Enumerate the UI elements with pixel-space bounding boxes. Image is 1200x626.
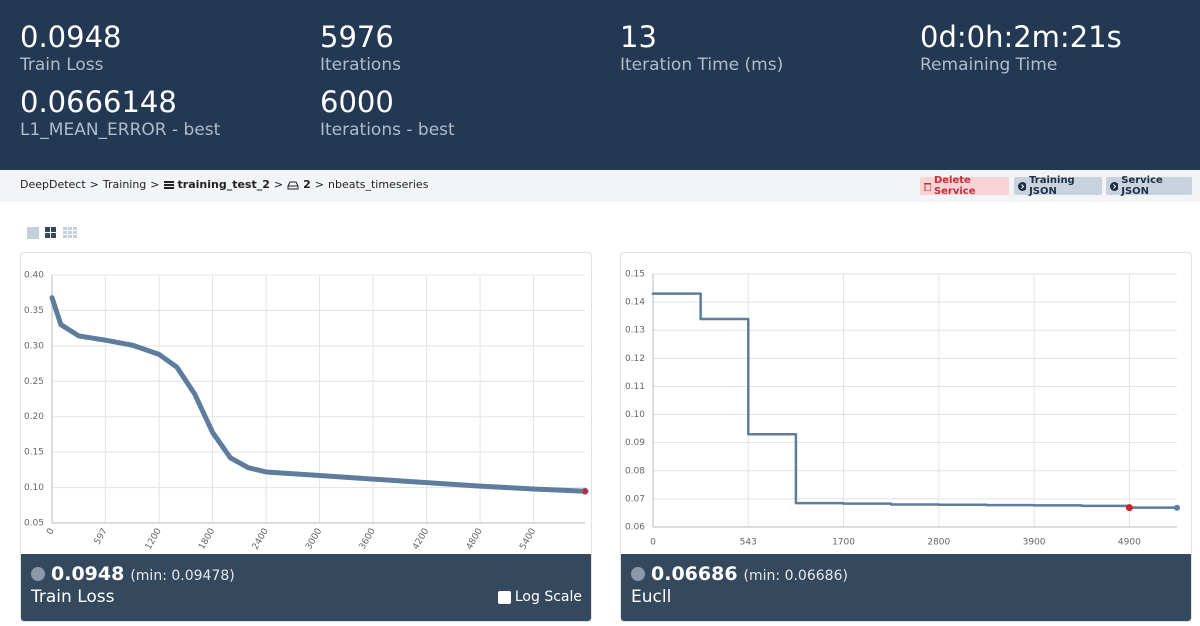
training-json-button[interactable]: Training JSON xyxy=(1014,175,1102,197)
button-label: Delete Service xyxy=(933,175,976,197)
crumb-link[interactable]: training_test_2 xyxy=(177,178,270,191)
chart-footer: 0.0948 (min: 0.09478) Train Loss Log Scal… xyxy=(21,554,591,621)
crumb-link[interactable]: Training xyxy=(102,178,147,191)
delete-service-button[interactable]: Delete Service xyxy=(920,175,1009,197)
checkbox[interactable] xyxy=(497,590,511,604)
stat: 0.0666148 L1_MEAN_ERROR - best xyxy=(20,85,310,141)
chart-card: 0.06686 (min: 0.06686) Eucll xyxy=(620,252,1192,622)
arrow-icon xyxy=(1110,181,1119,191)
stat-value: 0.0666148 xyxy=(20,85,177,119)
button-label: Training JSON xyxy=(1029,175,1075,197)
stat-label: Train Loss xyxy=(20,55,104,75)
list-icon xyxy=(163,180,174,189)
breadcrumb: DeepDetect > Training > training_test_2 … xyxy=(20,178,428,191)
min-value: (min: 0.06686) xyxy=(743,568,848,584)
stat-value: 0d:0h:2m:21s xyxy=(920,20,1122,54)
stat: 5976 Iterations xyxy=(320,20,610,76)
status-dot xyxy=(631,567,645,581)
stat: 0d:0h:2m:21s Remaining Time xyxy=(920,20,1200,76)
stat: 13 Iteration Time (ms) xyxy=(620,20,910,76)
stat-value: 6000 xyxy=(320,85,394,119)
stat-label: Remaining Time xyxy=(920,55,1058,75)
stats-header: 0.0948 Train Loss 5976 Iterations 13 Iterat… xyxy=(0,0,1200,170)
button-label: Service JSON xyxy=(1121,175,1163,197)
current: 0.0948 xyxy=(51,563,125,585)
chart-card: 0.0948 (min: 0.09478) Train Loss Log Scal… xyxy=(20,252,592,622)
stat-value: 0.0948 xyxy=(20,20,122,54)
stat-label: L1_MEAN_ERROR - best xyxy=(20,120,221,140)
chart-title: Eucll xyxy=(631,587,672,607)
crumb-separator: > xyxy=(273,178,284,191)
crumb-separator: > xyxy=(314,178,324,191)
crumb-link[interactable]: 2 xyxy=(303,178,311,191)
stat-label: Iteration Time (ms) xyxy=(620,55,784,75)
stat-label: Iterations xyxy=(320,55,401,75)
chart-title: Train Loss xyxy=(31,587,115,607)
arrow-icon xyxy=(1018,181,1027,191)
stat: 6000 Iterations - best xyxy=(320,85,610,141)
stat: 0.0948 Train Loss xyxy=(20,20,310,76)
log-scale-toggle[interactable]: Log Scale xyxy=(497,589,582,605)
crumb-separator: > xyxy=(150,178,160,191)
trash-icon xyxy=(924,182,931,191)
chart-footer: 0.06686 (min: 0.06686) Eucll xyxy=(621,554,1191,621)
current-value: 0.0948 (min: 0.09478) xyxy=(31,563,235,585)
min-value: (min: 0.09478) xyxy=(130,568,235,584)
crumb-separator: > xyxy=(89,178,99,191)
current: 0.06686 xyxy=(651,563,738,585)
checkbox-label: Log Scale xyxy=(514,589,582,605)
stat-label: Iterations - best xyxy=(320,120,455,140)
crumb-text: nbeats_timeseries xyxy=(327,178,429,191)
status-dot xyxy=(31,567,45,581)
stat-value: 5976 xyxy=(320,20,394,54)
drive-icon xyxy=(287,181,299,189)
layout-switcher[interactable] xyxy=(27,227,79,239)
crumb-link[interactable]: DeepDetect xyxy=(20,178,86,191)
stat-value: 13 xyxy=(620,20,657,54)
current-value: 0.06686 (min: 0.06686) xyxy=(631,563,848,585)
service-json-button[interactable]: Service JSON xyxy=(1106,175,1192,197)
